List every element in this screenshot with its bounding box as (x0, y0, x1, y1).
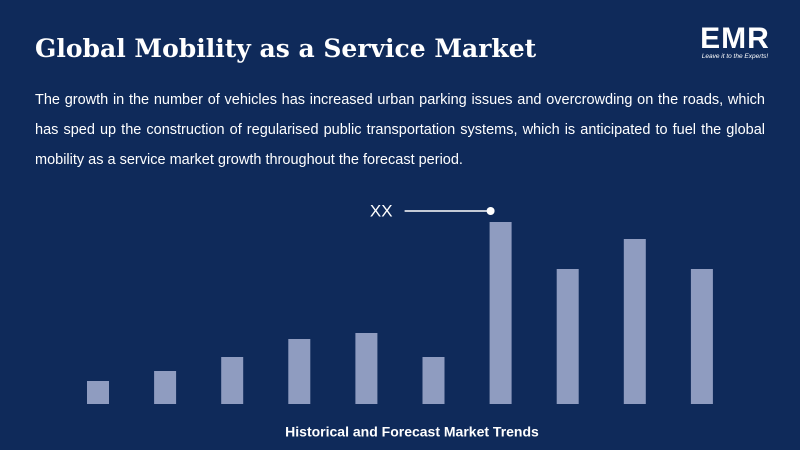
bar (556, 269, 579, 404)
logo: EMR Leave it to the Experts! (690, 22, 780, 60)
annotation: XX (370, 201, 393, 220)
bar (154, 371, 177, 404)
bar (288, 339, 311, 404)
bar (690, 269, 713, 404)
bar (422, 357, 445, 404)
bar (489, 222, 512, 404)
bar (221, 357, 244, 404)
chart-caption: Historical and Forecast Market Trends (285, 424, 539, 440)
bar (623, 239, 646, 404)
bar (87, 381, 109, 404)
description: The growth in the number of vehicles has… (35, 92, 765, 168)
logo-tagline: Leave it to the Experts! (701, 53, 769, 60)
bar (355, 333, 378, 404)
annotation-dot (486, 207, 495, 215)
logo-text: EMR (700, 22, 770, 55)
title: Global Mobility as a Service Market (35, 34, 537, 63)
